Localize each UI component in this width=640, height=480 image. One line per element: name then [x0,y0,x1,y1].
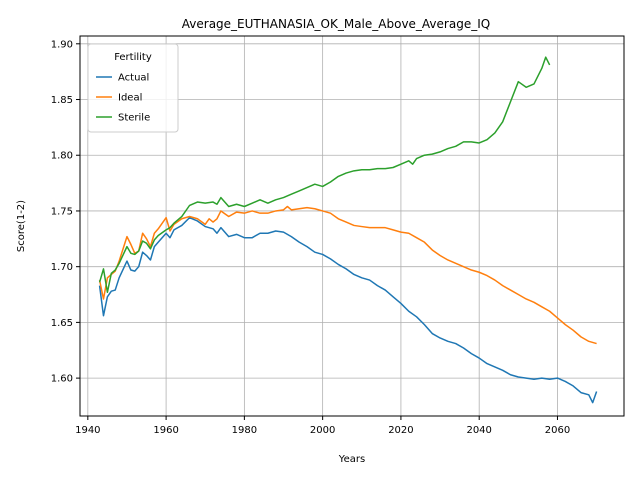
legend-title: Fertility [114,52,152,63]
y-axis: 1.60 1.65 1.70 1.75 1.80 1.85 1.90 [51,39,80,385]
legend: Fertility Actual Ideal Sterile [87,43,179,133]
x-tick-label: 2040 [466,425,491,436]
x-axis: 1940 1960 1980 2000 2020 2040 2060 [75,416,570,436]
y-tick-label: 1.60 [51,374,73,385]
series-line-sterile [98,56,551,294]
y-tick-label: 1.85 [51,95,73,106]
series-line-ideal [98,205,597,345]
y-axis-label: Score(1-2) [16,200,27,252]
series-layer [98,56,598,404]
y-tick-label: 1.80 [51,151,73,162]
x-tick-label: 1940 [75,425,100,436]
x-axis-label: Years [338,454,365,465]
chart-title: Average_EUTHANASIA_OK_Male_Above_Average… [182,17,490,31]
legend-label-ideal: Ideal [118,93,142,104]
legend-label-sterile: Sterile [118,113,150,124]
grid [80,36,624,416]
legend-entries: Actual Ideal Sterile [96,73,150,124]
legend-box [87,43,179,133]
x-tick-label: 1980 [232,425,257,436]
y-tick-label: 1.75 [51,206,73,217]
x-tick-label: 2000 [310,425,335,436]
y-tick-label: 1.65 [51,318,73,329]
x-tick-label: 2020 [388,425,413,436]
series-line-actual [98,216,598,404]
legend-label-actual: Actual [118,73,149,84]
x-tick-label: 1960 [153,425,178,436]
y-tick-label: 1.70 [51,262,73,273]
plot-area [79,35,625,417]
y-tick-label: 1.90 [51,39,73,50]
x-tick-label: 2060 [545,425,570,436]
